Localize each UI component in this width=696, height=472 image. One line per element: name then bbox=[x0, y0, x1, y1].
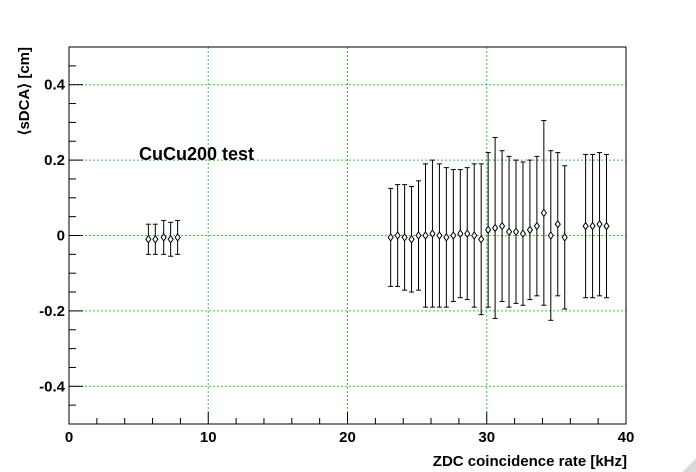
data-point bbox=[429, 159, 436, 308]
point-marker bbox=[519, 229, 527, 238]
point-marker bbox=[491, 223, 499, 233]
y-tick-label: 0.2 bbox=[44, 152, 65, 169]
x-tick-label: 30 bbox=[478, 429, 495, 446]
point-marker bbox=[457, 229, 464, 238]
resize-grip[interactable] bbox=[682, 458, 696, 472]
x-tick-label: 20 bbox=[339, 429, 356, 446]
data-point bbox=[394, 184, 401, 287]
data-point bbox=[387, 187, 394, 287]
data-point bbox=[145, 223, 152, 255]
point-marker bbox=[589, 221, 596, 231]
data-point bbox=[505, 155, 513, 308]
data-point bbox=[533, 155, 540, 297]
data-point bbox=[547, 150, 554, 321]
point-marker bbox=[505, 227, 513, 237]
data-point bbox=[415, 180, 422, 291]
data-point bbox=[491, 136, 499, 319]
data-point bbox=[589, 153, 596, 299]
point-marker bbox=[436, 231, 443, 240]
tick-labels: 0 10 20 30 40 -0.4 -0.2 0 0.2 0.4 bbox=[39, 77, 634, 446]
point-marker bbox=[408, 234, 415, 244]
point-marker bbox=[160, 233, 167, 242]
point-marker bbox=[471, 231, 478, 240]
x-tick-label: 40 bbox=[618, 429, 635, 446]
x-axis-title: ZDC coincidence rate [kHz] bbox=[433, 453, 627, 470]
point-marker bbox=[582, 221, 589, 231]
data-point bbox=[167, 221, 174, 257]
point-marker bbox=[429, 229, 436, 238]
point-marker bbox=[152, 234, 159, 244]
y-axis-title: ⟨sDCA⟩ [cm] bbox=[16, 47, 33, 135]
data-point bbox=[478, 163, 485, 316]
data-point bbox=[582, 153, 589, 299]
point-marker bbox=[401, 233, 408, 242]
point-marker bbox=[561, 233, 568, 242]
y-tick-label: 0 bbox=[57, 228, 65, 245]
data-point bbox=[443, 167, 450, 308]
data-point bbox=[554, 152, 561, 297]
data-point bbox=[450, 169, 457, 302]
point-marker bbox=[167, 234, 174, 244]
data-point bbox=[603, 153, 610, 299]
x-tick-label: 10 bbox=[200, 429, 217, 446]
y-tick-label: -0.2 bbox=[39, 303, 65, 320]
point-marker bbox=[554, 219, 561, 229]
point-marker bbox=[540, 208, 547, 218]
data-point bbox=[519, 161, 527, 306]
data-point bbox=[526, 159, 534, 301]
data-point bbox=[512, 159, 520, 304]
data-points bbox=[145, 120, 610, 321]
data-point bbox=[561, 165, 568, 310]
plot-frame bbox=[68, 46, 627, 425]
data-point bbox=[471, 163, 478, 308]
data-point bbox=[174, 219, 181, 255]
point-marker bbox=[415, 231, 422, 240]
data-point bbox=[422, 163, 429, 308]
point-marker bbox=[387, 233, 394, 242]
point-marker bbox=[450, 231, 457, 240]
point-marker bbox=[498, 221, 506, 231]
point-marker bbox=[596, 219, 603, 229]
point-marker bbox=[145, 234, 152, 244]
point-marker bbox=[443, 233, 450, 242]
point-marker bbox=[485, 225, 492, 235]
data-point bbox=[464, 167, 471, 301]
data-point bbox=[540, 120, 547, 306]
point-marker bbox=[394, 231, 401, 240]
point-marker bbox=[603, 221, 610, 231]
y-tick-label: -0.4 bbox=[39, 378, 66, 395]
point-marker bbox=[464, 229, 471, 238]
x-tick-label: 0 bbox=[65, 429, 73, 446]
y-tick-label: 0.4 bbox=[44, 77, 66, 94]
point-marker bbox=[174, 233, 181, 242]
data-point bbox=[401, 184, 408, 291]
point-marker bbox=[533, 221, 540, 231]
data-point bbox=[436, 163, 443, 308]
data-point bbox=[596, 152, 603, 297]
grid-lines bbox=[69, 47, 626, 424]
data-point bbox=[152, 223, 159, 255]
data-point bbox=[457, 169, 464, 299]
data-point bbox=[485, 152, 492, 308]
point-marker bbox=[512, 227, 520, 237]
data-point bbox=[408, 185, 415, 293]
data-point bbox=[498, 150, 506, 302]
point-marker bbox=[526, 225, 534, 235]
annotation-label: CuCu200 test bbox=[139, 144, 254, 164]
point-marker bbox=[422, 231, 429, 240]
point-marker bbox=[547, 231, 554, 240]
data-point bbox=[160, 219, 167, 255]
point-marker bbox=[478, 234, 485, 244]
